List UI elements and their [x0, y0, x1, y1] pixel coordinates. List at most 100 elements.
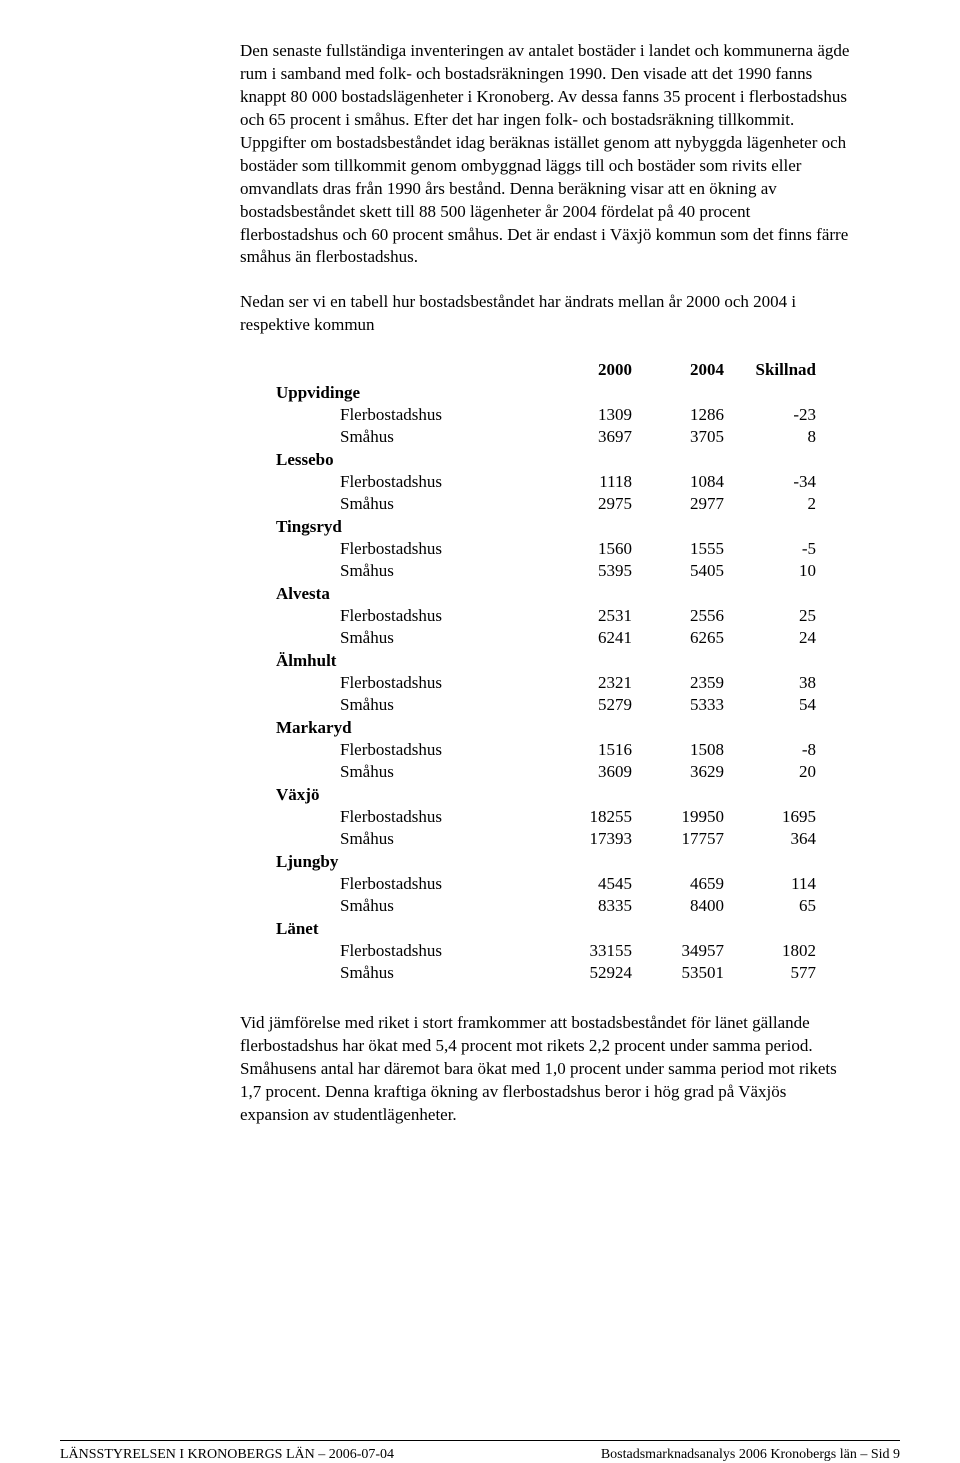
table-group-row: Ljungby: [270, 850, 822, 873]
cell-2004: 5405: [638, 560, 730, 582]
housing-table: 2000 2004 Skillnad UppvidingeFlerbostads…: [270, 359, 850, 984]
cell-2004: 1508: [638, 739, 730, 761]
cell-2004: 2359: [638, 672, 730, 694]
row-type-label: Småhus: [270, 627, 546, 649]
table-group-row: Älmhult: [270, 649, 822, 672]
cell-diff: -8: [730, 739, 822, 761]
row-type-label: Småhus: [270, 962, 546, 984]
table-group-row: Länet: [270, 917, 822, 940]
cell-2000: 5395: [546, 560, 638, 582]
table-group-row: Uppvidinge: [270, 381, 822, 404]
table-row: Flerbostadshus15161508-8: [270, 739, 822, 761]
cell-diff: 8: [730, 426, 822, 448]
footer-right: Bostadsmarknadsanalys 2006 Kronobergs lä…: [601, 1447, 900, 1463]
cell-2000: 52924: [546, 962, 638, 984]
table-row: Flerbostadshus18255199501695: [270, 806, 822, 828]
cell-2000: 18255: [546, 806, 638, 828]
cell-2004: 8400: [638, 895, 730, 917]
group-name: Alvesta: [270, 582, 822, 605]
cell-diff: -23: [730, 404, 822, 426]
cell-2004: 2556: [638, 605, 730, 627]
table-row: Småhus3609362920: [270, 761, 822, 783]
row-type-label: Flerbostadshus: [270, 739, 546, 761]
table-row: Småhus5279533354: [270, 694, 822, 716]
row-type-label: Flerbostadshus: [270, 672, 546, 694]
footer-left: LÄNSSTYRELSEN I KRONOBERGS LÄN – 2006-07…: [60, 1447, 394, 1463]
cell-diff: 2: [730, 493, 822, 515]
cell-2000: 4545: [546, 873, 638, 895]
cell-2004: 4659: [638, 873, 730, 895]
cell-diff: 38: [730, 672, 822, 694]
table-row: Småhus297529772: [270, 493, 822, 515]
col-2000: 2000: [546, 359, 638, 381]
cell-diff: 114: [730, 873, 822, 895]
paragraph-3: Vid jämförelse med riket i stort framkom…: [240, 1012, 850, 1127]
cell-2004: 17757: [638, 828, 730, 850]
cell-diff: -34: [730, 471, 822, 493]
table-row: Flerbostadshus13091286-23: [270, 404, 822, 426]
cell-diff: 24: [730, 627, 822, 649]
cell-diff: 25: [730, 605, 822, 627]
row-type-label: Flerbostadshus: [270, 471, 546, 493]
cell-diff: 1802: [730, 940, 822, 962]
cell-2000: 1516: [546, 739, 638, 761]
table-row: Flerbostadshus33155349571802: [270, 940, 822, 962]
group-name: Uppvidinge: [270, 381, 822, 404]
cell-2000: 8335: [546, 895, 638, 917]
table-group-row: Växjö: [270, 783, 822, 806]
row-type-label: Småhus: [270, 761, 546, 783]
cell-2000: 5279: [546, 694, 638, 716]
table-row: Flerbostadshus2321235938: [270, 672, 822, 694]
table-group-row: Markaryd: [270, 716, 822, 739]
table-row: Småhus1739317757364: [270, 828, 822, 850]
group-name: Markaryd: [270, 716, 822, 739]
cell-2000: 2531: [546, 605, 638, 627]
cell-diff: 1695: [730, 806, 822, 828]
cell-2000: 2321: [546, 672, 638, 694]
table-group-row: Alvesta: [270, 582, 822, 605]
row-type-label: Småhus: [270, 493, 546, 515]
row-type-label: Flerbostadshus: [270, 873, 546, 895]
table-group-row: Tingsryd: [270, 515, 822, 538]
cell-2000: 17393: [546, 828, 638, 850]
cell-2004: 1084: [638, 471, 730, 493]
table-row: Flerbostadshus11181084-34: [270, 471, 822, 493]
table-row: Småhus8335840065: [270, 895, 822, 917]
cell-diff: 364: [730, 828, 822, 850]
table-row: Småhus6241626524: [270, 627, 822, 649]
cell-2004: 53501: [638, 962, 730, 984]
cell-2000: 2975: [546, 493, 638, 515]
cell-2004: 5333: [638, 694, 730, 716]
row-type-label: Småhus: [270, 828, 546, 850]
group-name: Växjö: [270, 783, 822, 806]
group-name: Ljungby: [270, 850, 822, 873]
table-header-row: 2000 2004 Skillnad: [270, 359, 822, 381]
row-type-label: Småhus: [270, 426, 546, 448]
cell-2000: 1309: [546, 404, 638, 426]
group-name: Älmhult: [270, 649, 822, 672]
table-row: Småhus5395540510: [270, 560, 822, 582]
group-name: Tingsryd: [270, 515, 822, 538]
row-type-label: Flerbostadshus: [270, 404, 546, 426]
paragraph-2: Nedan ser vi en tabell hur bostadsbestån…: [240, 291, 850, 337]
cell-2004: 6265: [638, 627, 730, 649]
table-row: Flerbostadshus15601555-5: [270, 538, 822, 560]
cell-2004: 1555: [638, 538, 730, 560]
row-type-label: Flerbostadshus: [270, 538, 546, 560]
page-footer: LÄNSSTYRELSEN I KRONOBERGS LÄN – 2006-07…: [60, 1440, 900, 1463]
table-row: Småhus5292453501577: [270, 962, 822, 984]
cell-diff: 54: [730, 694, 822, 716]
cell-diff: 577: [730, 962, 822, 984]
cell-diff: 20: [730, 761, 822, 783]
cell-2000: 3697: [546, 426, 638, 448]
cell-diff: 65: [730, 895, 822, 917]
col-2004: 2004: [638, 359, 730, 381]
table-group-row: Lessebo: [270, 448, 822, 471]
cell-2004: 1286: [638, 404, 730, 426]
row-type-label: Flerbostadshus: [270, 940, 546, 962]
cell-diff: 10: [730, 560, 822, 582]
group-name: Lessebo: [270, 448, 822, 471]
cell-2004: 2977: [638, 493, 730, 515]
row-type-label: Småhus: [270, 560, 546, 582]
cell-2004: 3705: [638, 426, 730, 448]
